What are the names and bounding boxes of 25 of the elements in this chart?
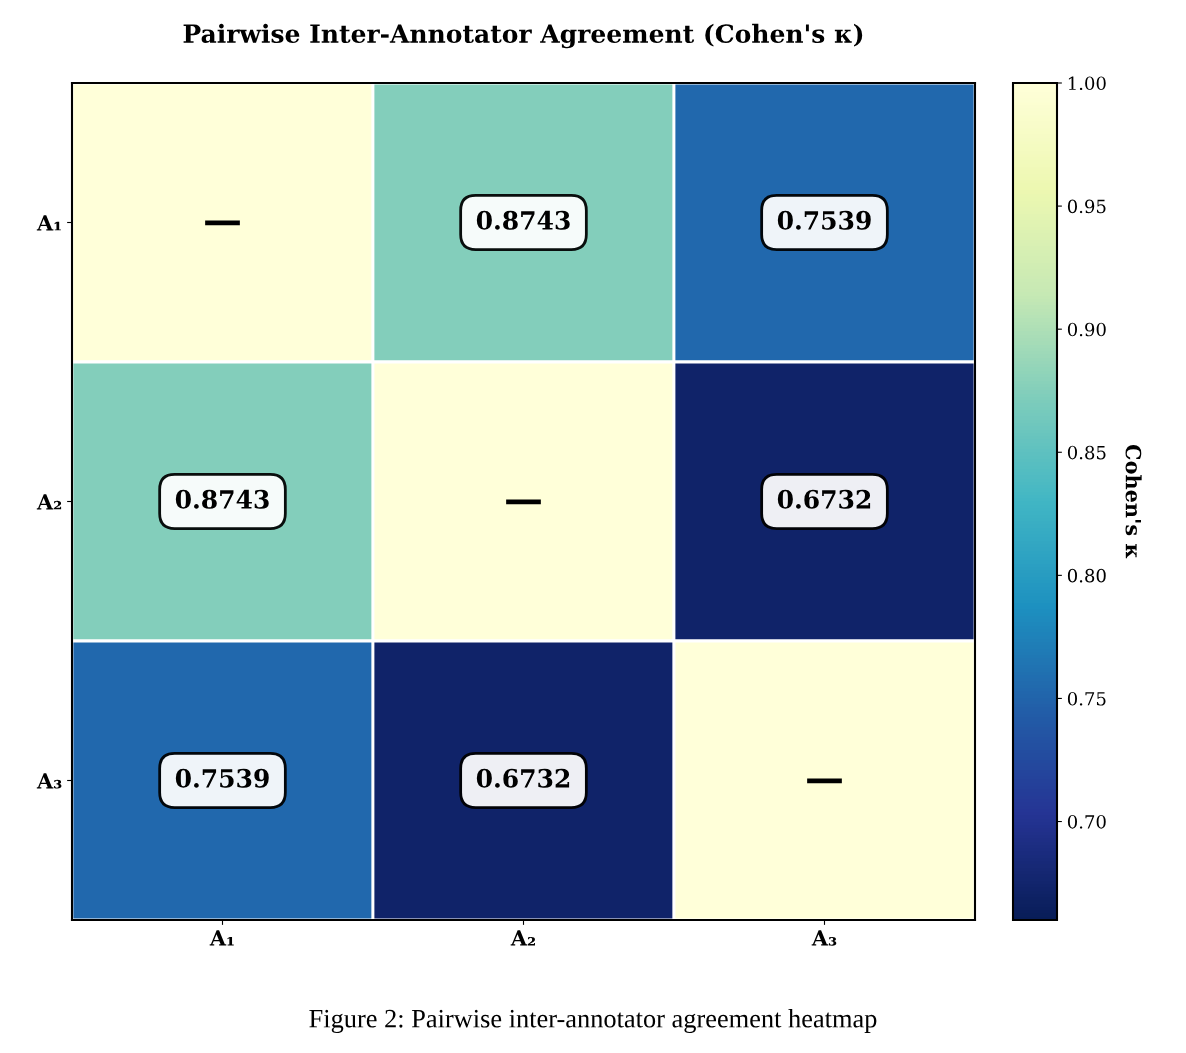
color-bar-label: 0.95 xyxy=(1067,199,1106,214)
x-tick-label: A₁ xyxy=(209,930,234,946)
color-bar-label: 0.90 xyxy=(1067,322,1106,337)
data-label: 0.8743 xyxy=(476,210,570,230)
color-bar-label: 1.00 xyxy=(1068,76,1106,91)
data-label: — xyxy=(506,499,541,505)
data-label: — xyxy=(205,220,240,226)
color-bar-label: 0.80 xyxy=(1067,568,1106,583)
data-label: — xyxy=(807,778,842,784)
chart-title: Pairwise Inter-Annotator Agreement (Cohen's κ) xyxy=(183,23,863,49)
y-tick-label: A₃ xyxy=(36,773,62,789)
color-bar-label: 0.70 xyxy=(1067,814,1106,829)
x-tick-label: A₂ xyxy=(510,930,535,946)
color-bar-label: 0.85 xyxy=(1067,445,1106,460)
data-label: 0.8743 xyxy=(175,489,269,509)
data-label: 0.7539 xyxy=(777,210,871,230)
y-tick-label: A₁ xyxy=(36,215,61,231)
y-tick-label: A₂ xyxy=(36,494,62,510)
color-bar-title: Cohen's κ xyxy=(1125,444,1142,559)
data-label: 0.6732 xyxy=(777,489,871,509)
x-tick-label: A₃ xyxy=(811,930,837,946)
data-label: 0.6732 xyxy=(476,768,570,788)
color-bar-label: 0.75 xyxy=(1067,691,1106,706)
caption: Figure 2: Pairwise inter-annotator agreement heatmap xyxy=(309,1009,877,1033)
data-label: 0.7539 xyxy=(175,768,269,788)
